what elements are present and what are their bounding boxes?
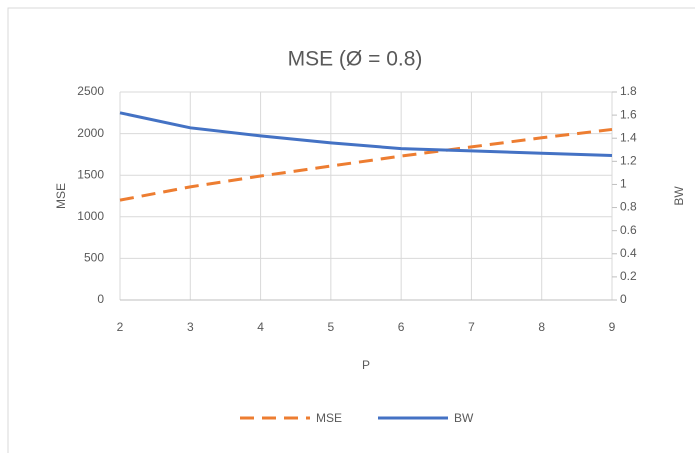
x-tick-label: 5 xyxy=(328,320,335,334)
data-line xyxy=(119,127,613,202)
y2-tick-label: 0 xyxy=(620,292,627,306)
chart-title: MSE (Ø = 0.8) xyxy=(288,48,423,71)
y-tick-label: 2000 xyxy=(77,126,104,140)
chart-border xyxy=(7,7,695,458)
x-tick-label: 9 xyxy=(609,320,616,334)
y2-tick-label: 1.6 xyxy=(620,107,637,121)
y2-tick-label: 0.2 xyxy=(620,269,637,283)
y2-tick-label: 0.6 xyxy=(620,223,637,237)
y-tick-label: 0 xyxy=(97,292,104,306)
x-tick-label: 6 xyxy=(398,320,405,334)
x-tick-label: 3 xyxy=(187,320,194,334)
legend-label: MSE xyxy=(316,411,342,425)
legend-label: BW xyxy=(454,411,474,425)
x-tick-label: 7 xyxy=(468,320,475,334)
y-tick-label: 500 xyxy=(84,251,104,265)
x-tick-label: 8 xyxy=(538,320,545,334)
data-line xyxy=(119,111,613,158)
y2-tick-label: 1.4 xyxy=(620,130,637,144)
y2-tick-label: 1.2 xyxy=(620,154,637,168)
y2-tick-label: 0.4 xyxy=(620,246,637,260)
y2-tick-label: 1.8 xyxy=(620,84,637,98)
y-tick-label: 2500 xyxy=(77,84,104,98)
x-tick-label: 4 xyxy=(257,320,264,334)
y-tick-label: 1000 xyxy=(77,209,104,223)
x-axis-label: P xyxy=(362,358,370,372)
y2-tick-label: 0.8 xyxy=(620,200,637,214)
x-tick-label: 2 xyxy=(117,320,124,334)
y-axis-label: MSE xyxy=(54,183,68,209)
y2-axis-label: BW xyxy=(672,186,686,206)
y2-tick-label: 1 xyxy=(620,177,627,191)
y-tick-label: 1500 xyxy=(77,167,104,181)
